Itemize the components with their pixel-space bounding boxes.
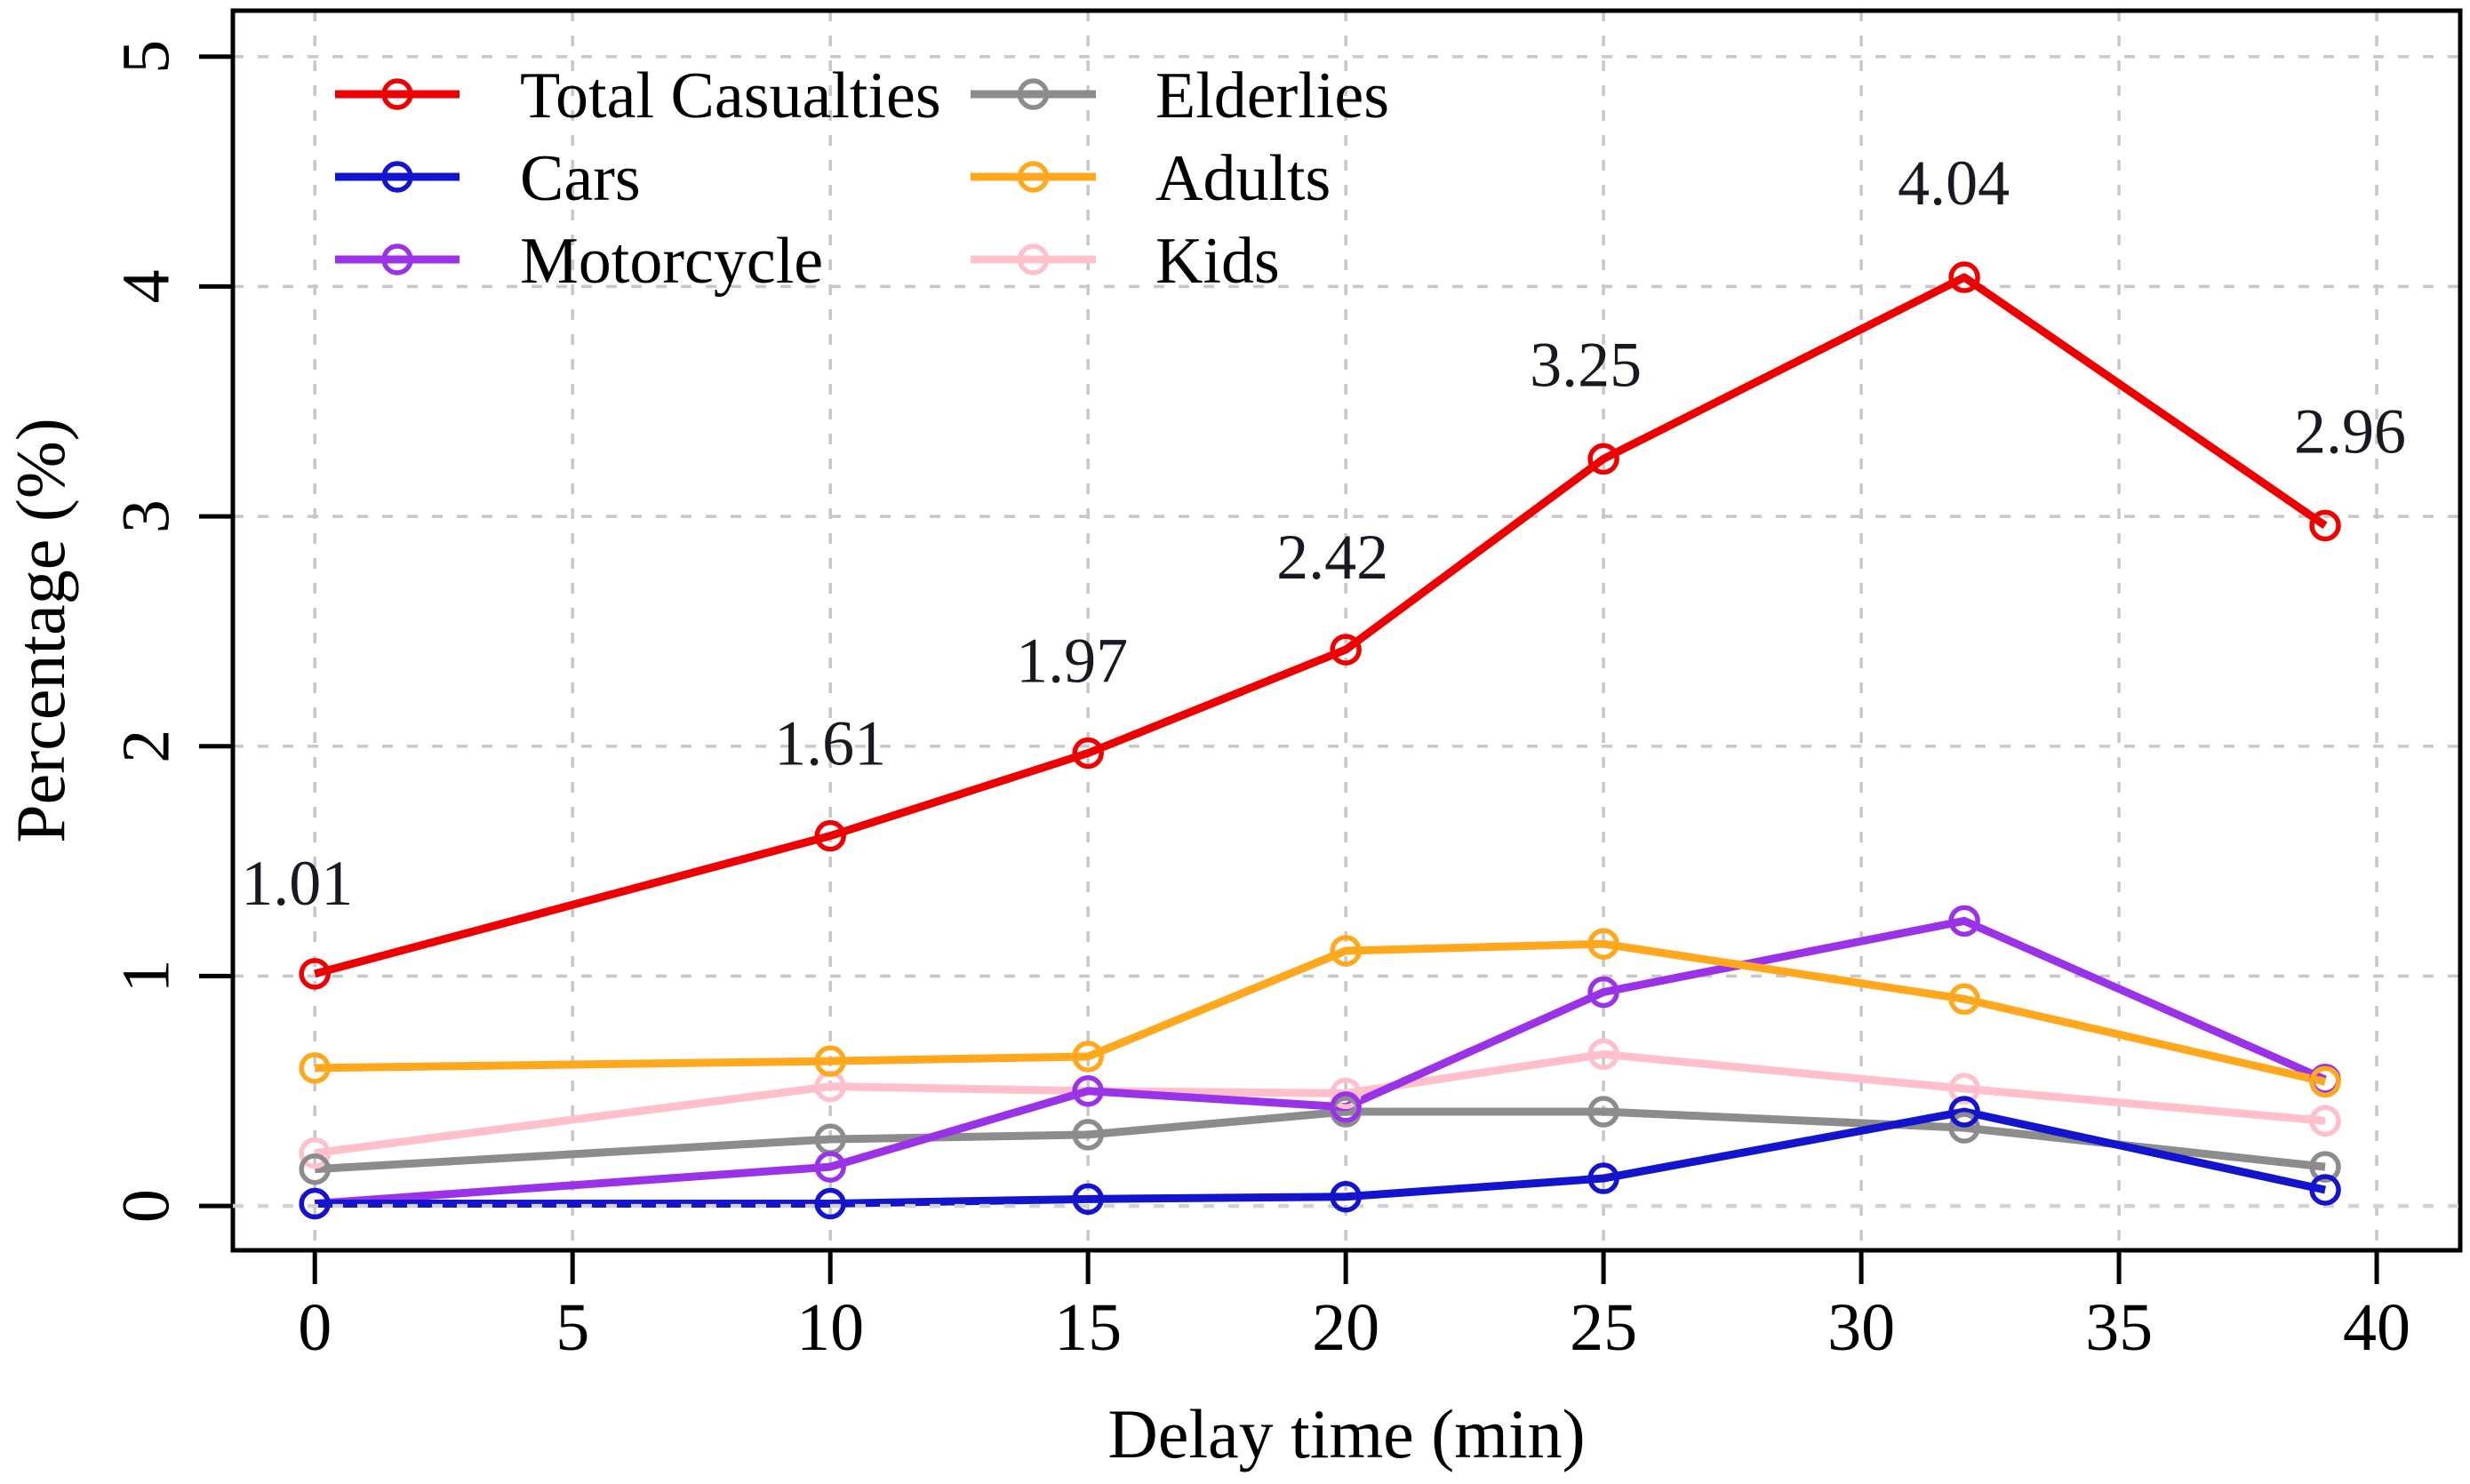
marker-total-casualties [2309,509,2341,542]
marker-kids [1330,1077,1362,1110]
marker-motorcycle [1330,1091,1362,1123]
point-label: 1.01 [241,848,353,919]
marker-cars [1587,1162,1619,1194]
series-line-elderlies [314,1107,2326,1174]
marker-cars [1948,1096,1980,1128]
legend-item-total-casualties: Total Casualties [335,60,941,132]
marker-adults [814,1045,846,1077]
y-tick-label: 0 [108,1189,183,1223]
marker-adults [1072,1041,1104,1073]
legend-label: Elderlies [1155,60,1389,132]
series-line-total-casualties [314,273,2328,978]
point-label: 4.04 [1898,148,2010,219]
marker-elderlies [1587,1096,1619,1128]
point-label: 1.97 [1016,625,1128,696]
point-label: 2.96 [2294,395,2406,467]
point-label: 2.42 [1276,522,1388,593]
legend-marker [1017,161,1050,193]
legend-marker [381,78,413,110]
marker-motorcycle [1948,905,1980,937]
legend-marker [381,243,413,275]
legend-label: Kids [1155,225,1280,298]
marker-cars [299,1187,331,1220]
marker-adults [299,1052,331,1084]
x-tick-label: 5 [556,1290,589,1365]
marker-elderlies [1948,1112,1980,1144]
y-tick-label: 3 [108,499,183,533]
marker-kids [299,1137,331,1169]
marker-total-casualties [1072,737,1104,770]
marker-cars [1330,1180,1362,1213]
x-tick-label: 25 [1570,1290,1637,1365]
marker-kids [1587,1038,1619,1071]
data-series [314,273,2328,1208]
marker-cars [1072,1183,1104,1216]
y-tick-label: 5 [108,40,183,74]
point-label: 1.61 [774,708,886,779]
y-tick-label: 4 [108,269,183,303]
series-line-cars [315,1107,2327,1208]
legend-item-adults: Adults [971,142,1331,215]
legend-marker [1017,243,1050,275]
marker-motorcycle [1587,976,1619,1009]
y-tick-label: 1 [108,959,183,993]
marker-kids [1948,1073,1980,1105]
marker-adults [2309,1065,2341,1098]
marker-motorcycle [1072,1074,1104,1107]
marker-motorcycle [814,1151,846,1183]
marker-cars [2309,1174,2341,1206]
legend-label: Total Casualties [520,60,941,132]
legend-label: Cars [520,142,641,215]
x-axis-title: Delay time (min) [1107,1395,1585,1472]
marker-total-casualties [1330,634,1362,666]
series-line-adults [315,939,2327,1086]
x-tick-label: 10 [796,1290,864,1365]
legend-item-elderlies: Elderlies [971,60,1389,132]
tick-labels: 0 5 10 15 20 25 30 35 40 0 1 2 3 4 5 [108,40,2410,1365]
legend-item-motorcycle: Motorcycle [335,225,823,298]
marker-total-casualties [299,958,331,990]
legend-label: Motorcycle [520,225,823,298]
marker-adults [1587,928,1619,960]
marker-adults [1330,935,1362,967]
point-labels: 1.01 1.61 1.97 2.42 3.25 4.04 2.96 [241,148,2406,919]
legend-marker [1017,78,1050,110]
marker-elderlies [299,1153,331,1185]
legend-item-cars: Cars [335,142,641,215]
axes [199,8,2463,1284]
point-label: 3.25 [1530,329,1642,400]
data-markers [299,261,2341,1220]
y-axis-title: Percentage (%) [2,418,79,843]
marker-cars [814,1187,846,1220]
marker-kids [2309,1105,2341,1137]
x-tick-label: 30 [1827,1290,1895,1365]
y-tick-label: 2 [108,730,183,763]
marker-elderlies [2309,1151,2341,1183]
marker-total-casualties [1587,443,1619,475]
legend-label: Adults [1155,142,1331,215]
marker-elderlies [1072,1119,1104,1151]
x-tick-label: 20 [1312,1290,1379,1365]
x-tick-label: 40 [2343,1290,2410,1365]
legend-item-kids: Kids [971,225,1280,298]
marker-total-casualties [814,819,846,852]
legend-marker [381,161,413,193]
marker-adults [1948,983,1980,1016]
x-tick-label: 35 [2085,1290,2153,1365]
x-tick-label: 15 [1054,1290,1122,1365]
x-tick-label: 0 [298,1290,332,1365]
legend: Total Casualties Cars Motorcycle Elderlies A… [335,60,1389,298]
marker-total-casualties [1948,261,1980,293]
gridlines [233,11,2460,1250]
